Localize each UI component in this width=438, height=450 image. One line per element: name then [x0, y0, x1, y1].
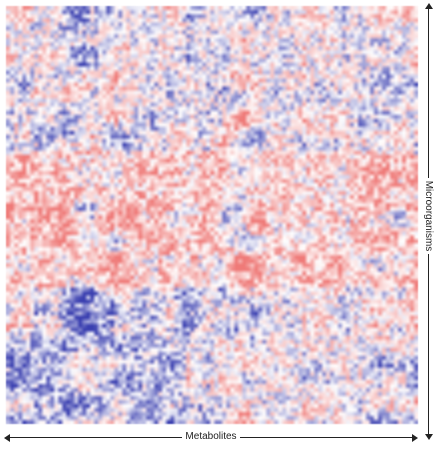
x-axis-left-arrow-icon	[4, 434, 10, 442]
x-axis-label-text: Metabolites	[182, 431, 240, 442]
y-axis-bottom-arrow-icon	[425, 434, 433, 440]
y-axis-label: Microorganisms	[422, 156, 434, 276]
y-axis-top-arrow-icon	[425, 3, 433, 9]
heatmap-grid	[6, 6, 418, 424]
y-axis-label-text: Microorganisms	[423, 177, 434, 255]
x-axis-label: Metabolites	[0, 431, 422, 443]
x-axis-right-arrow-icon	[412, 434, 418, 442]
